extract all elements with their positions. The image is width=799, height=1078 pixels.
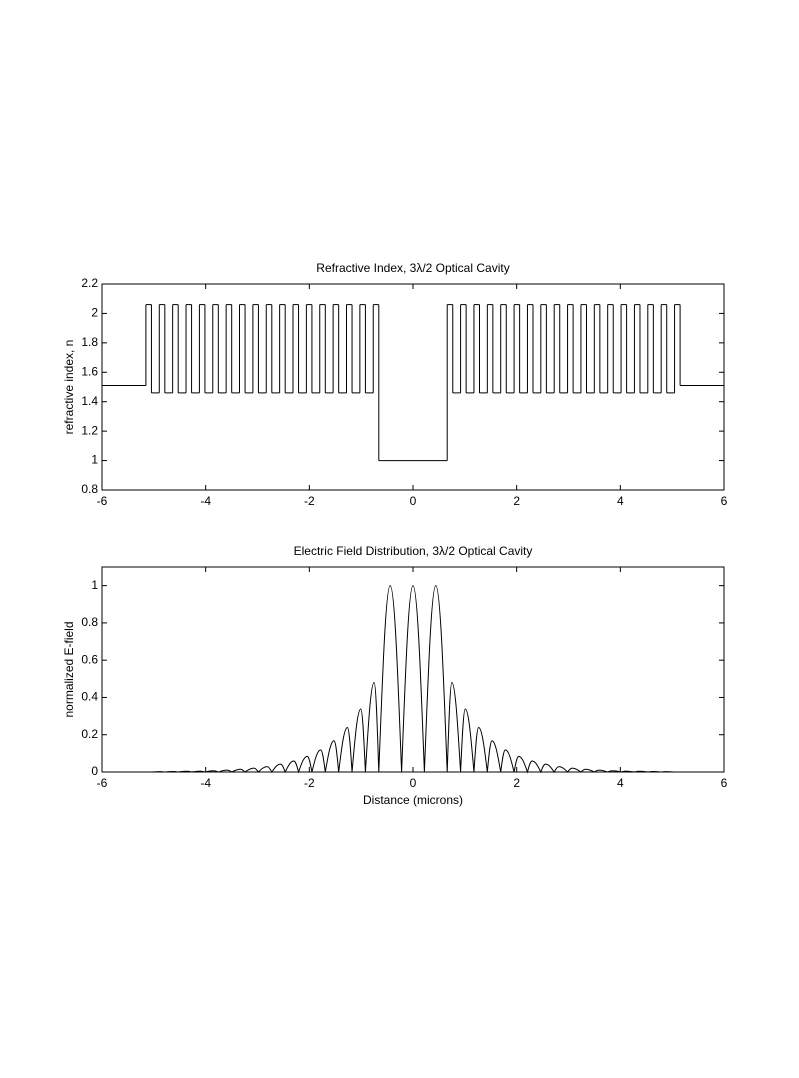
y-tick-label: 0.8	[81, 615, 98, 629]
x-tick-label: 2	[513, 776, 520, 790]
x-tick-label: 0	[410, 494, 417, 508]
y-axis-label: normalized E-field	[62, 621, 76, 717]
y-axis-label: refractive index, n	[62, 340, 76, 435]
x-tick-label: -4	[200, 776, 211, 790]
y-tick-label: 1	[91, 578, 98, 592]
y-tick-label: 1.8	[81, 335, 98, 349]
y-tick-label: 0.8	[81, 482, 98, 496]
y-tick-label: 2.2	[81, 276, 98, 290]
x-axis-label: Distance (microns)	[363, 793, 463, 807]
x-tick-label: 2	[513, 494, 520, 508]
axes-box	[101, 566, 725, 773]
y-tick-label: 0	[91, 764, 98, 778]
y-tick-label: 1.4	[81, 394, 98, 408]
x-tick-label: -6	[97, 494, 108, 508]
y-tick-label: 0.2	[81, 727, 98, 741]
y-tick-label: 1.6	[81, 364, 98, 378]
x-tick-label: -4	[200, 494, 211, 508]
x-tick-label: -6	[97, 776, 108, 790]
y-tick-label: 0.4	[81, 690, 98, 704]
x-tick-label: 6	[721, 776, 728, 790]
y-tick-label: 0.6	[81, 652, 98, 666]
chart-title: Electric Field Distribution, 3λ/2 Optica…	[294, 544, 533, 558]
x-tick-label: -2	[304, 776, 315, 790]
x-tick-label: 0	[410, 776, 417, 790]
x-tick-label: 4	[617, 494, 624, 508]
field-line	[102, 585, 724, 774]
axes-box	[101, 283, 725, 491]
y-tick-label: 1.2	[81, 423, 98, 437]
x-tick-label: 4	[617, 776, 624, 790]
y-tick-label: 2	[91, 306, 98, 320]
x-tick-label: 6	[721, 494, 728, 508]
chart-title: Refractive Index, 3λ/2 Optical Cavity	[316, 261, 509, 275]
y-tick-label: 1	[91, 453, 98, 467]
x-tick-label: -2	[304, 494, 315, 508]
